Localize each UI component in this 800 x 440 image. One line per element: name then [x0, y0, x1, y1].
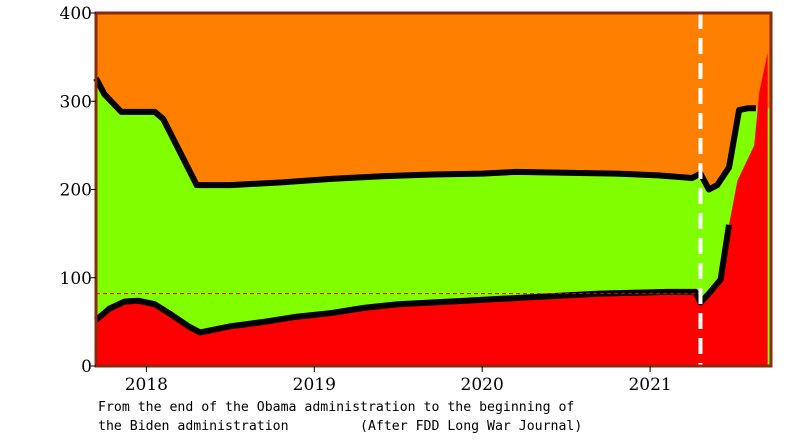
- y-tick-label: 300: [60, 92, 92, 112]
- caption-line-2: the Biden administration (After FDD Long…: [98, 419, 583, 434]
- x-axis: 2018 2019 2020 2021: [125, 366, 672, 395]
- x-tick-label: 2021: [628, 375, 671, 395]
- x-tick-label: 2019: [293, 375, 336, 395]
- y-tick-label: 100: [60, 269, 92, 289]
- boundary-bottom: [94, 224, 732, 336]
- y-tick-label: 0: [81, 357, 92, 377]
- chart-caption: From the end of the Obama administration…: [98, 398, 788, 436]
- x-tick-label: 2020: [461, 375, 504, 395]
- y-tick-label: 200: [60, 181, 92, 201]
- y-axis: 0 100 200 300 400: [60, 4, 96, 377]
- boundary-middle: [93, 76, 756, 193]
- y-tick-label: 400: [60, 4, 92, 24]
- stacked-area-chart: 0 100 200 300 400 2018 2019 2020 2021: [60, 4, 773, 395]
- caption-line-1: From the end of the Obama administration…: [98, 400, 575, 415]
- x-tick-label: 2018: [125, 375, 168, 395]
- plot-area: [93, 11, 773, 372]
